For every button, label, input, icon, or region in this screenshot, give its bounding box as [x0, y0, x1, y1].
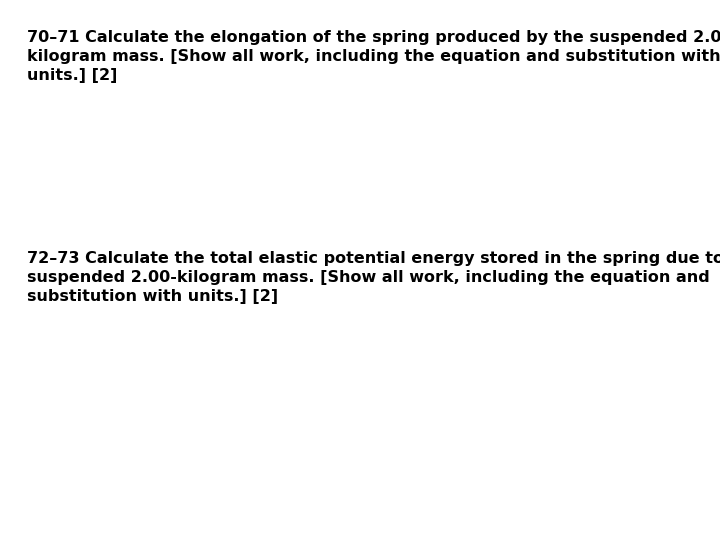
Text: 70–71 Calculate the elongation of the spring produced by the suspended 2.00-
kil: 70–71 Calculate the elongation of the sp…	[27, 30, 720, 83]
Text: 72–73 Calculate the total elastic potential energy stored in the spring due to t: 72–73 Calculate the total elastic potent…	[27, 251, 720, 305]
